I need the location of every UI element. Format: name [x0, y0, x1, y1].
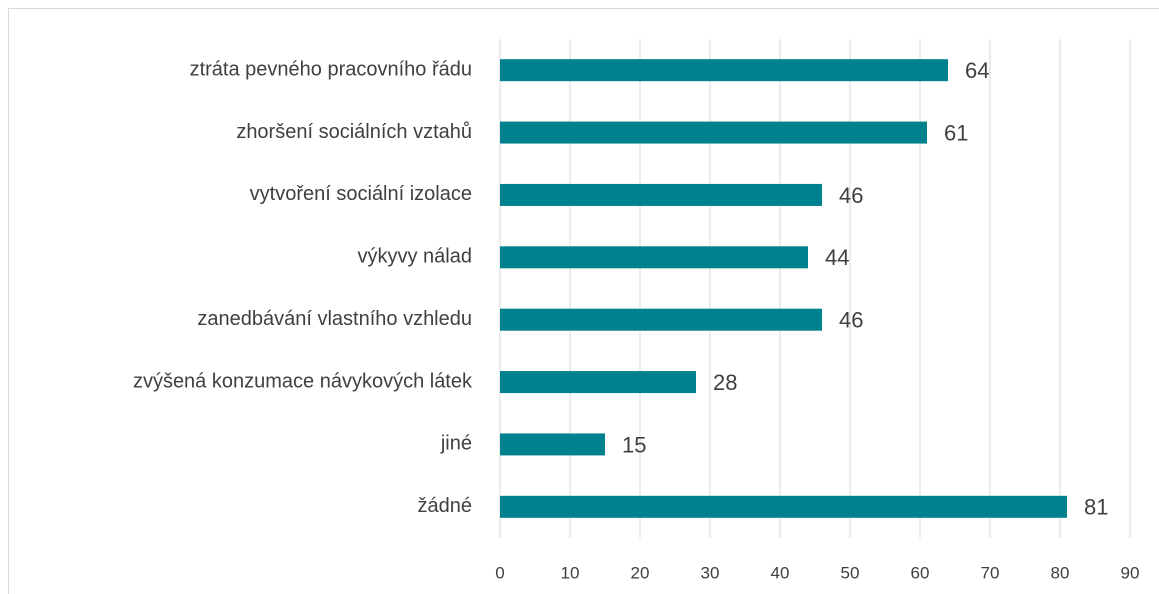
value-label: 64: [965, 58, 989, 83]
bar: [500, 371, 696, 394]
value-label: 15: [622, 432, 646, 457]
bar: [500, 59, 948, 82]
y-tick-label: žádné: [418, 495, 473, 517]
bar: [500, 246, 808, 269]
x-tick-label: 80: [1051, 563, 1070, 582]
x-tick-label: 0: [495, 563, 504, 582]
bar: [500, 121, 927, 144]
y-tick-label: vytvoření sociální izolace: [250, 183, 472, 205]
x-tick-label: 70: [981, 563, 1000, 582]
y-tick-label: jiné: [440, 433, 472, 455]
y-tick-label: ztráta pevného pracovního řádu: [190, 58, 472, 80]
x-tick-label: 90: [1121, 563, 1140, 582]
bar: [500, 495, 1067, 518]
x-tick-label: 30: [701, 563, 720, 582]
y-tick-label: zvýšená konzumace návykových látek: [133, 370, 473, 392]
x-tick-label: 20: [631, 563, 650, 582]
y-tick-label: zanedbávání vlastního vzhledu: [197, 308, 472, 330]
x-tick-label: 60: [911, 563, 930, 582]
x-tick-label: 50: [841, 563, 860, 582]
value-label: 61: [944, 120, 968, 145]
value-label: 46: [839, 183, 863, 208]
x-tick-label: 40: [771, 563, 790, 582]
y-tick-label: výkyvy nálad: [358, 246, 473, 268]
value-label: 46: [839, 308, 863, 333]
value-label: 81: [1084, 495, 1108, 520]
bar: [500, 433, 605, 456]
value-label: 28: [713, 370, 737, 395]
value-label: 44: [825, 245, 849, 270]
bar: [500, 308, 822, 331]
bar: [500, 183, 822, 206]
y-tick-label: zhoršení sociálních vztahů: [236, 121, 472, 143]
x-tick-label: 10: [561, 563, 580, 582]
